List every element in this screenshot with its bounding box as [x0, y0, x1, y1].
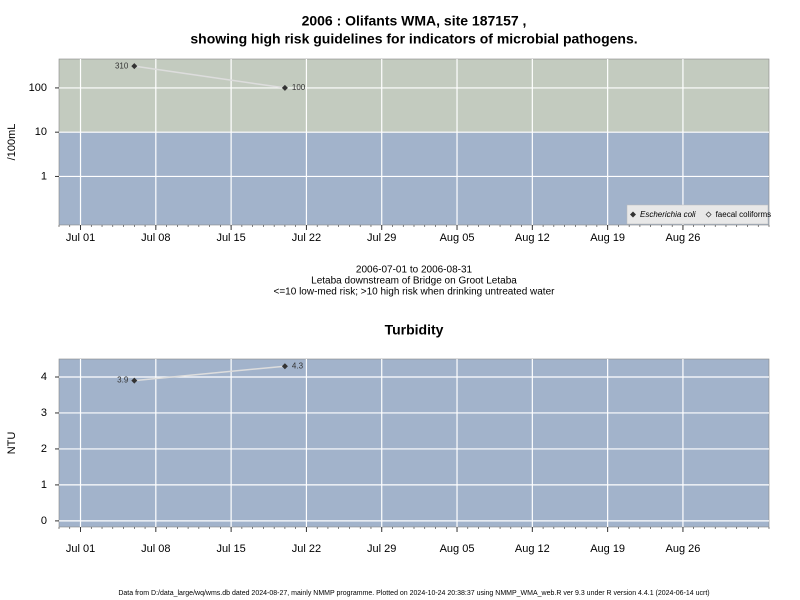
chart-title: 2006 : Olifants WMA, site 187157 ,: [302, 13, 527, 29]
x-tick-label: Aug 26: [666, 232, 701, 244]
legend-label: Escherichia coli: [640, 210, 696, 219]
data-label: 100: [292, 83, 306, 92]
data-label: 310: [115, 61, 129, 70]
x-tick-label: Jul 22: [292, 543, 321, 555]
y-axis-label: /100mL: [6, 124, 18, 161]
legend-marker: [630, 211, 636, 218]
y-tick-label: 2: [41, 443, 47, 455]
footer: Data from D:/data_large/wq/wms.db dated …: [118, 590, 709, 597]
x-tick-label: Jul 15: [216, 543, 245, 555]
x-tick-label: Aug 19: [590, 543, 625, 555]
data-point: [131, 63, 138, 70]
x-tick-label: Jul 22: [292, 232, 321, 244]
data-point: [281, 363, 288, 370]
y-tick-label: 1: [41, 479, 47, 491]
chart-title: showing high risk guidelines for indicat…: [190, 31, 637, 47]
high-risk-band: [59, 59, 769, 133]
data-point: [131, 377, 138, 384]
data-label: 4.3: [292, 361, 304, 370]
y-tick-label: 0: [41, 515, 47, 527]
chart-subtitle: 2006-07-01 to 2006-08-31: [356, 265, 473, 276]
x-tick-label: Jul 29: [367, 543, 396, 555]
chart-subtitle: Letaba downstream of Bridge on Groot Let…: [311, 276, 517, 287]
x-tick-label: Aug 19: [590, 232, 625, 244]
y-tick-label: 1: [41, 170, 47, 182]
y-tick-label: 100: [29, 82, 47, 94]
x-tick-label: Jul 15: [216, 232, 245, 244]
y-tick-label: 3: [41, 407, 47, 419]
x-tick-label: Jul 08: [141, 232, 170, 244]
legend-box: [626, 204, 769, 225]
series-line: [134, 365, 285, 382]
x-tick-label: Aug 12: [515, 232, 550, 244]
x-tick-label: Jul 08: [141, 543, 170, 555]
legend-marker: [705, 211, 712, 218]
x-tick-label: Aug 05: [440, 232, 475, 244]
chart-subtitle: <=10 low-med risk; >10 high risk when dr…: [274, 287, 556, 298]
y-tick-label: 4: [41, 371, 47, 383]
x-tick-label: Jul 01: [66, 232, 95, 244]
y-axis-label: NTU: [6, 432, 18, 455]
y-tick-label: 10: [35, 126, 47, 138]
data-label: 3.9: [117, 376, 129, 385]
x-tick-label: Aug 26: [666, 543, 701, 555]
plot-background: [59, 359, 769, 527]
chart-title: Turbidity: [385, 322, 444, 338]
series-line: [134, 65, 286, 89]
x-tick-label: Aug 05: [440, 543, 475, 555]
x-tick-label: Jul 29: [367, 232, 396, 244]
x-tick-label: Jul 01: [66, 543, 95, 555]
legend-label: faecal coliforms: [716, 210, 772, 219]
data-point: [281, 84, 288, 91]
x-tick-label: Aug 12: [515, 543, 550, 555]
